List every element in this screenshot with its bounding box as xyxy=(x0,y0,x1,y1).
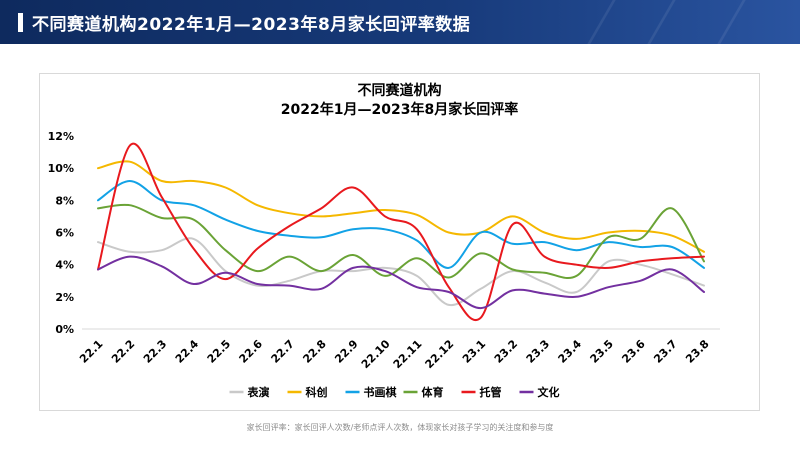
series-line-表演 xyxy=(97,237,705,307)
header-banner: 不同赛道机构2022年1月—2023年8月家长回评率数据 xyxy=(0,0,800,44)
x-tick-label: 23.2 xyxy=(492,337,520,365)
x-tick-label: 22.1 xyxy=(77,337,105,365)
chart-title-line1: 不同赛道机构 xyxy=(357,83,442,99)
footnote: 家长回评率：家长回评人次数/老师点评人次数，体现家长对孩子学习的关注度和参与度 xyxy=(246,423,554,432)
x-tick-label: 23.5 xyxy=(588,337,616,365)
legend-label: 托管 xyxy=(480,385,502,399)
legend-label: 表演 xyxy=(247,385,270,399)
y-tick-label: 12% xyxy=(48,130,74,143)
x-tick-label: 23.8 xyxy=(683,337,711,365)
x-tick-label: 22.5 xyxy=(205,337,233,365)
banner-decoration xyxy=(717,0,746,44)
legend-label: 体育 xyxy=(422,385,444,399)
x-tick-label: 22.6 xyxy=(237,337,266,366)
chart-frame: 不同赛道机构 2022年1月—2023年8月家长回评率 0% 2% 4% 6% 8% 10… xyxy=(39,73,760,411)
x-tick-label: 23.1 xyxy=(460,337,488,365)
x-tick-label: 22.7 xyxy=(269,337,297,365)
banner-decoration xyxy=(647,0,676,44)
title-accent-bar xyxy=(18,13,23,32)
x-tick-label: 23.7 xyxy=(651,337,679,365)
legend-label: 书画棋 xyxy=(364,385,397,399)
series-line-书画棋 xyxy=(97,180,705,269)
series-line-文化 xyxy=(97,255,705,310)
x-tick-label: 23.4 xyxy=(556,337,585,366)
banner-decoration xyxy=(587,0,616,44)
y-tick-label: 10% xyxy=(48,162,74,175)
x-tick-label: 22.8 xyxy=(300,337,328,365)
legend-label: 文化 xyxy=(538,385,560,399)
y-tick-label: 4% xyxy=(55,259,74,272)
y-tick-label: 0% xyxy=(55,323,74,336)
x-tick-label: 22.10 xyxy=(359,337,393,371)
y-tick-label: 2% xyxy=(55,291,74,304)
line-chart: 0% 2% 4% 6% 8% 10% 12% 22.1 22.2 22.3 22.4 22.5 22.6… xyxy=(48,130,720,399)
y-tick-label: 8% xyxy=(55,194,74,207)
chart-title-line2: 2022年1月—2023年8月家长回评率 xyxy=(280,102,519,118)
x-tick-label: 22.3 xyxy=(141,337,169,365)
page-title: 不同赛道机构2022年1月—2023年8月家长回评率数据 xyxy=(32,15,471,35)
x-tick-label: 23.6 xyxy=(619,337,648,366)
series-line-体育 xyxy=(97,203,705,280)
x-tick-label: 22.12 xyxy=(423,337,457,371)
y-tick-label: 6% xyxy=(55,227,74,240)
legend-label: 科创 xyxy=(306,385,328,399)
x-tick-label: 22.4 xyxy=(173,337,202,366)
x-tick-label: 23.3 xyxy=(524,337,552,365)
x-tick-label: 22.9 xyxy=(332,337,360,365)
x-tick-label: 22.11 xyxy=(391,337,425,371)
x-tick-label: 22.2 xyxy=(109,337,137,365)
series-line-科创 xyxy=(97,160,705,253)
series-line-托管 xyxy=(97,142,705,322)
